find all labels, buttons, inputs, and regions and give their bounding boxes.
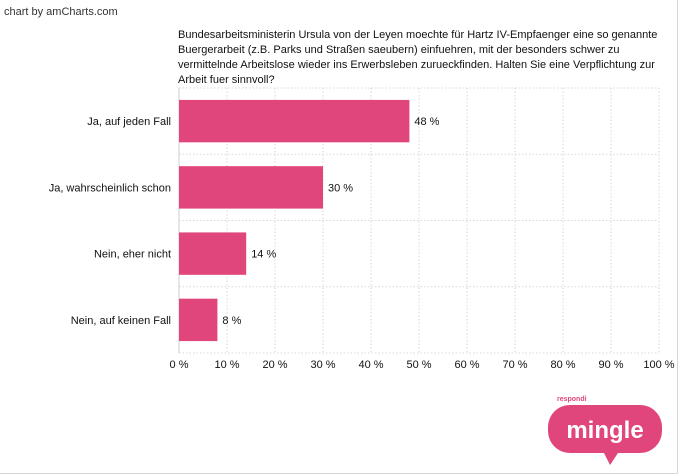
- logo-bubble: [548, 405, 662, 465]
- category-label: Ja, auf jeden Fall: [87, 116, 171, 128]
- mingle-logo: respondi mingle: [548, 396, 662, 465]
- x-tick-label: 50 %: [406, 359, 431, 371]
- bar-value-label: 48 %: [414, 116, 439, 128]
- category-label: Ja, wahrscheinlich schon: [49, 182, 171, 194]
- bar-value-label: 8 %: [222, 315, 241, 327]
- chart-question: Bundesarbeitsministerin Ursula von der L…: [178, 29, 658, 86]
- category-label: Nein, eher nicht: [94, 249, 171, 261]
- bar-value-label: 14 %: [251, 249, 276, 261]
- chart-credit[interactable]: chart by amCharts.com: [4, 6, 118, 18]
- bar[interactable]: [179, 298, 218, 342]
- bar[interactable]: [179, 99, 410, 143]
- x-tick-label: 10 %: [214, 359, 239, 371]
- x-tick-label: 100 %: [643, 359, 674, 371]
- x-tick-label: 30 %: [310, 359, 335, 371]
- bar-value-label: 30 %: [328, 182, 353, 194]
- logo-main-text: mingle: [566, 417, 643, 444]
- bar[interactable]: [179, 232, 247, 275]
- category-label: Nein, auf keinen Fall: [71, 315, 171, 327]
- bar[interactable]: [179, 166, 323, 209]
- x-tick-label: 60 %: [454, 359, 479, 371]
- x-tick-label: 20 %: [262, 359, 287, 371]
- logo-small-text: respondi: [557, 396, 587, 403]
- x-tick-label: 40 %: [358, 359, 383, 371]
- x-tick-label: 70 %: [502, 359, 527, 371]
- x-tick-label: 80 %: [550, 359, 575, 371]
- x-tick-label: 0 %: [170, 359, 189, 371]
- x-tick-label: 90 %: [598, 359, 623, 371]
